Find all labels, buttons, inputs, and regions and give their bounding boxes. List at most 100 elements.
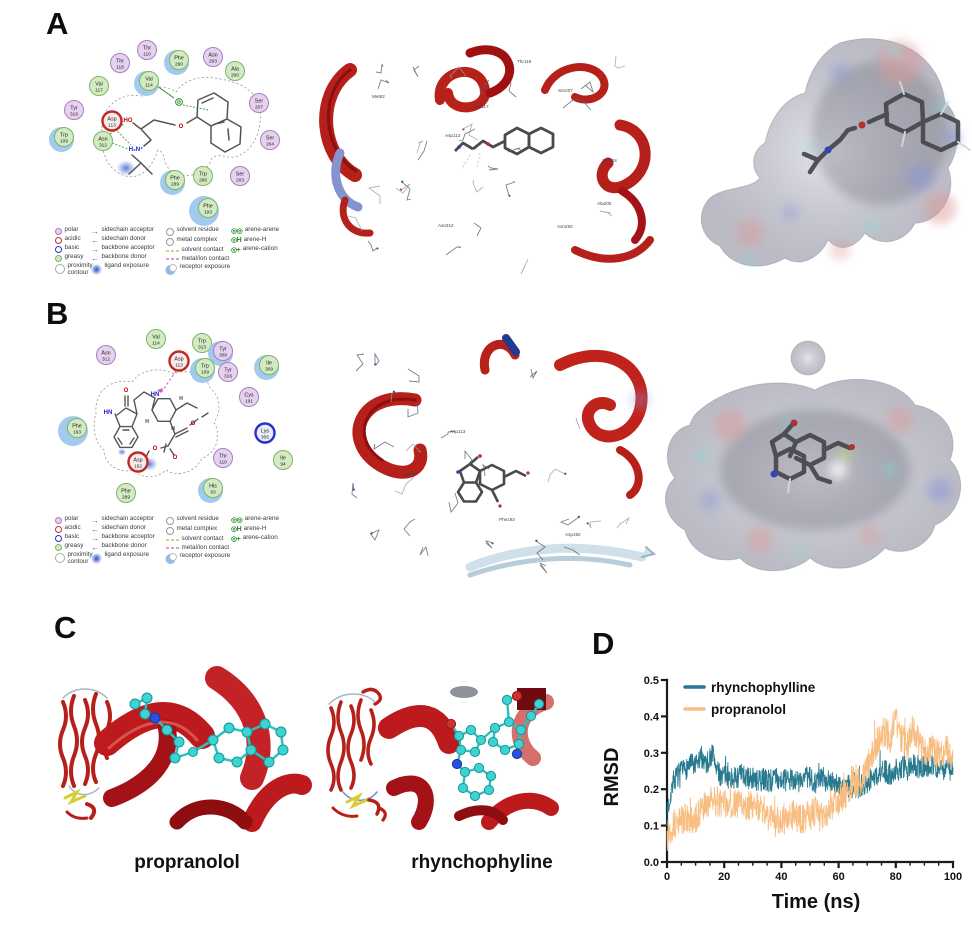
pose-residue-label: Asn293 [557,224,573,229]
residue-ala200: Ala200 [225,61,245,81]
legend-label: backbone donor [101,542,147,550]
panel-c-label: C [54,610,77,645]
svg-text:117: 117 [95,88,103,94]
pose-residue-label: Asp192 [565,532,581,537]
legend-label: sidechain acceptor [101,226,155,233]
legend-icon-sidechain-donor: ← [91,235,99,245]
panel-a-3d-pose: Met82 Thr118 Val117 Asp113 Asn312 Ser207 Ser20… [319,45,654,275]
svg-text:Asn: Asn [101,351,110,357]
legend-icon-proximity-contour [55,263,65,274]
svg-text:207: 207 [255,105,263,111]
propranolol-2d-structure [128,92,242,175]
legend-label: solvent residue [176,226,219,233]
oxygen-atom [498,504,502,508]
legend-icon-acidic [55,236,62,244]
legend-icon-arene-h: ◎H [231,237,242,245]
oxygen-atom [858,121,866,129]
svg-text:His: His [209,484,217,490]
svg-text:118: 118 [116,65,124,71]
atom-label: HO [124,118,133,124]
svg-text:Asn: Asn [98,137,107,143]
legend-icon-polar [55,516,62,524]
nitrogen-atom [456,470,460,474]
legend-icon-greasy [55,254,62,262]
legend-label: sidechain donor [101,235,146,243]
nitrogen-ball [149,712,161,724]
legend-label: proximity contour [67,262,93,277]
series-rhynchophylline [666,744,954,827]
ligand-exposure-cloud-small [117,448,127,456]
nitrogen-atom [824,146,832,154]
atom-label: O [124,388,129,394]
detached-surface-blob [790,340,826,376]
svg-text:200: 200 [231,73,239,79]
legend-entry: ← sidechain donor [91,235,167,245]
panel-a-2d-interaction-diagram: Thr110Phe290Asn293Ala200Thr118Val114Val1… [49,40,280,226]
ligand-heteroatoms [457,142,490,170]
legend-column: ◎◎ arene-arene ◎H arene-H ◎+ arene-cation [231,226,300,254]
legend-entry: receptor exposure [166,551,240,562]
legend-label: proximity contour [67,551,93,566]
legend-label: sidechain acceptor [101,515,155,522]
legend-entry: solvent residue [166,226,240,236]
pose-residue-label: Asp113 [450,429,466,434]
pose-residue-label: Val117 [475,104,489,109]
svg-text:Asp: Asp [107,117,116,123]
proximity-contour [93,369,220,478]
svg-text:204: 204 [266,142,274,148]
svg-text:290: 290 [175,62,183,68]
legend-label: arene-arene [244,226,280,233]
panel-a-label: A [46,6,69,41]
legend-label: sidechain donor [101,524,146,532]
y-tick-label: 0.3 [644,748,659,760]
legend-entry: receptor exposure [166,263,240,273]
legend-icon-arene-h: ◎H [231,526,242,534]
legend-label: receptor exposure [179,551,231,559]
legend-icon-solvent-residue [166,227,174,236]
legend-entry: acidic [55,235,106,244]
legend-label: greasy [64,253,84,261]
residue-val114: Val114 [146,329,166,349]
legend-icon-arene-arene: ◎◎ [231,516,243,524]
legend-column: ◎◎ arene-arene ◎H arene-H ◎+ arene-cation [231,515,300,543]
legend-text-rhynchophylline: rhynchophylline [711,680,816,695]
atom-label: O [179,124,184,130]
series-propranolol [666,708,954,852]
atom-label: HN [104,410,113,416]
svg-text:Val: Val [95,82,102,88]
atom-label: O [173,455,178,461]
svg-text:Phe: Phe [121,489,131,495]
legend-icon-backbone-acceptor: → [91,244,99,254]
atom-label: O [153,446,158,452]
svg-text:Lys: Lys [261,429,269,435]
panel-c-receptor-cartoon-rhynchophyline [326,687,387,822]
svg-text:Val: Val [145,77,152,83]
svg-text:286: 286 [199,178,207,184]
legend-entry: proximity contour [55,263,106,277]
legend-label: greasy [64,542,84,550]
legend-label: basic [64,244,80,252]
legend-icon-metal-ion-contact [166,258,179,261]
legend-label: arene-H [243,235,267,243]
panel-c-binding-site-propranolol [94,666,312,832]
legend-entry: metal/ion contact [166,255,240,263]
atom-label: H₂N⁺ [129,146,144,153]
svg-text:Phe: Phe [174,56,184,62]
svg-text:Phe: Phe [72,424,82,430]
legend-entry: ← backbone donor [91,542,167,551]
nitrogen-ball [451,758,463,770]
legend-icon-solvent-contact [166,249,179,252]
residue-asp113: Asp113 [168,350,190,372]
svg-text:193: 193 [204,210,212,216]
legend-entry: ◎+ arene-cation [231,245,300,254]
svg-text:Thr: Thr [219,454,227,460]
svg-text:94: 94 [280,462,286,468]
panel-c-caption-rhynchophyline: rhynchophyline [411,852,553,873]
residue-val117: Val117 [89,76,109,96]
